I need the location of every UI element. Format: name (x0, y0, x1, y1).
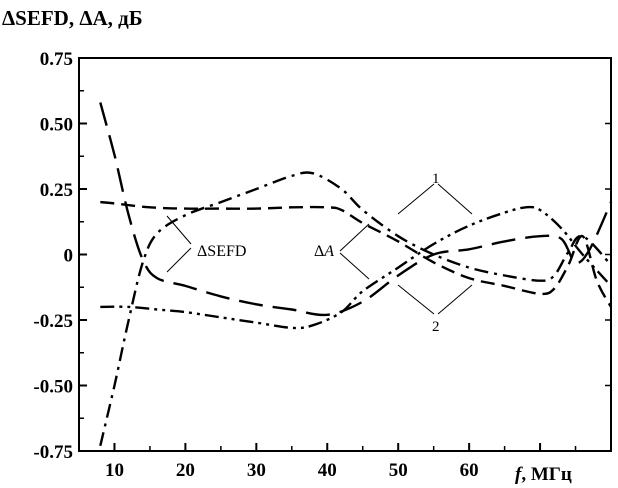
x-axis-label: f, МГц (515, 464, 572, 485)
annotation-delta-a-italic: A (323, 243, 334, 260)
y-tick-label: 0.75 (40, 49, 73, 70)
series-group (99, 102, 613, 447)
x-tick-label: 50 (389, 460, 408, 481)
x-tick-label: 30 (247, 460, 266, 481)
y-ticks: 0.75 0.50 0.25 0 -0.25 -0.50 -0.75 (33, 49, 611, 463)
annotation-curve-2: 2 (432, 319, 440, 335)
x-tick-label: 20 (176, 460, 195, 481)
y-axis-label: ΔSEFD, ΔA, дБ (2, 6, 143, 30)
annotation-connector (437, 284, 473, 315)
y-tick-label: 0.50 (40, 115, 73, 136)
x-tick-label: 40 (318, 460, 337, 481)
y-tick-label: -0.50 (33, 377, 73, 398)
annotation-curve-1: 1 (432, 171, 440, 187)
annotation-connector (397, 284, 435, 315)
annotation-delta-a: ΔA (314, 243, 334, 260)
series-line-3 (99, 171, 612, 447)
annotation-sefd: ΔSEFD (197, 243, 246, 260)
y-tick-label: -0.25 (33, 311, 73, 332)
y-tick-label: 0.25 (40, 180, 73, 201)
annotation-connector (339, 252, 370, 280)
plot-frame (78, 57, 612, 452)
annotation-connector (339, 223, 370, 252)
annotation-connector (166, 215, 192, 245)
annotation-connector (437, 183, 473, 215)
x-ticks: 10 20 30 40 50 60 (105, 443, 577, 481)
x-axis-label-unit: , МГц (521, 464, 572, 485)
annotation-lines (166, 183, 473, 315)
x-tick-label: 60 (460, 460, 479, 481)
annotation-connector (397, 183, 435, 215)
annotation-connector (166, 247, 192, 273)
y-tick-label: 0 (64, 246, 74, 267)
y-tick-label: -0.75 (33, 442, 73, 463)
series-line-2 (100, 200, 613, 308)
x-tick-label: 10 (105, 460, 124, 481)
x-axis-label-italic: f (515, 464, 523, 485)
series-line-4 (100, 205, 612, 330)
